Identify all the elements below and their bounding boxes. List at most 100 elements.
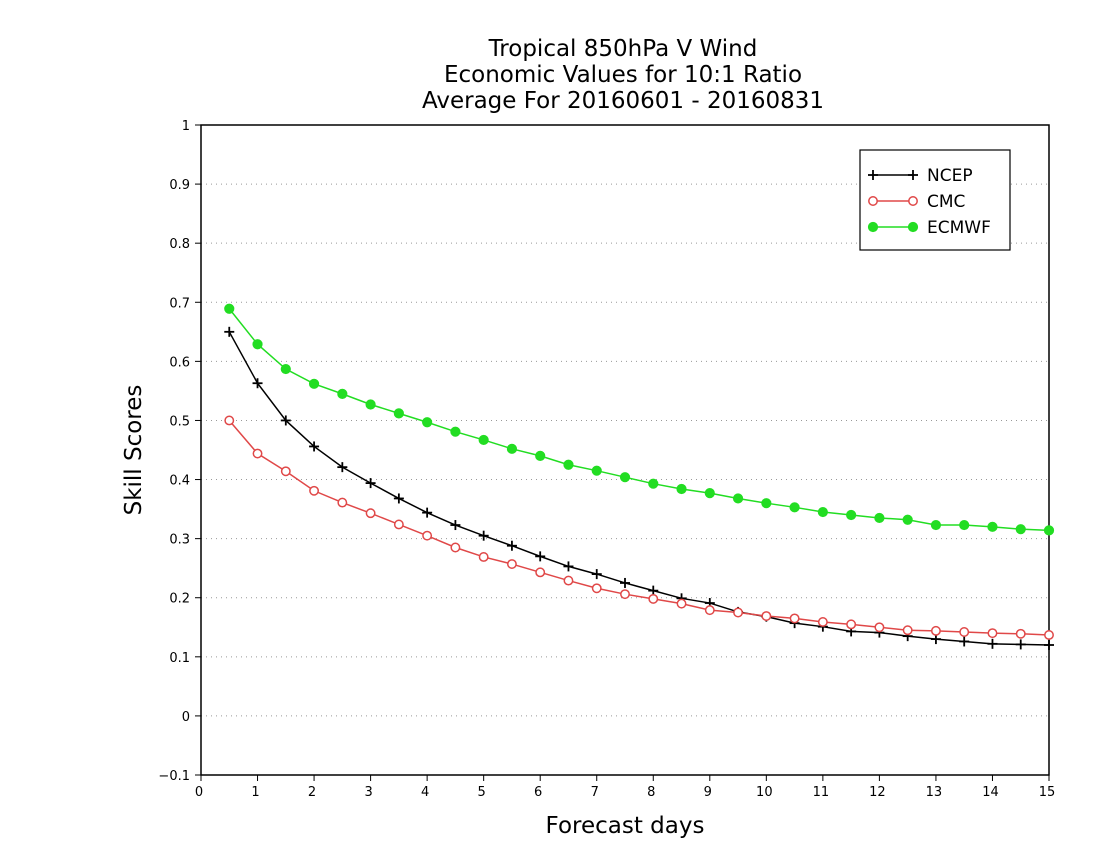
ecmwf-point (591, 465, 602, 476)
ecmwf-point (987, 521, 998, 532)
legend: NCEP CMC ECMWF (859, 149, 1011, 251)
ncep-point (987, 638, 998, 649)
legend-label-ncep: NCEP (927, 166, 973, 186)
chart-title-line-3: Average For 20160601 - 20160831 (421, 88, 825, 114)
cmc-point (959, 627, 970, 637)
ncep-point (309, 441, 320, 452)
ecmwf-point (704, 488, 715, 499)
series-ncep (224, 326, 1054, 650)
ncep-point (620, 577, 630, 588)
x-tick-label: 8 (647, 785, 655, 800)
series-ecmwf (224, 303, 1055, 536)
x-tick-label: 13 (926, 785, 943, 800)
legend-marker (907, 221, 919, 233)
ncep-point (365, 478, 376, 489)
grid-lines (201, 183, 1049, 717)
y-tick-label: 0.3 (169, 533, 190, 548)
ecmwf-point (422, 417, 433, 428)
ncep-point (591, 569, 602, 580)
cmc-point (506, 559, 517, 569)
ecmwf-point (535, 450, 546, 462)
series-layer (224, 303, 1055, 650)
y-tick-label: 0.2 (169, 592, 190, 607)
cmc-point (422, 530, 433, 541)
cmc-point (676, 598, 687, 609)
cmc-point (224, 415, 235, 426)
legend-label-cmc: CMC (927, 192, 965, 212)
y-tick-label: 0.5 (169, 414, 190, 429)
cmc-point (1044, 630, 1054, 640)
ecmwf-point (224, 303, 235, 314)
ncep-point (506, 540, 517, 551)
ecmwf-point (506, 443, 518, 454)
y-tick-label: 0.4 (169, 474, 190, 489)
x-tick-label: 7 (591, 785, 599, 800)
ecmwf-point (619, 472, 631, 483)
ncep-point (280, 415, 291, 426)
cmc-point (987, 628, 998, 639)
ecmwf-point (478, 434, 489, 446)
ecmwf-point (1043, 525, 1055, 536)
cmc-point (789, 613, 800, 624)
ecmwf-point (761, 498, 772, 509)
ncep-point (337, 462, 348, 473)
x-tick-label: 2 (308, 785, 316, 800)
legend-label-ecmwf: ECMWF (927, 218, 991, 238)
cmc-point (1015, 628, 1026, 639)
ecmwf-point (648, 478, 659, 489)
cmc-point (252, 448, 263, 459)
cmc-line (228, 419, 1050, 636)
cmc-point (280, 466, 291, 477)
cmc-point (563, 575, 574, 586)
ecmwf-point (930, 519, 942, 531)
x-tick-label: 3 (364, 785, 372, 800)
legend-marker (868, 170, 878, 180)
ecmwf-point (817, 506, 828, 518)
ecmwf-point (846, 509, 857, 521)
cmc-point (761, 611, 772, 621)
cmc-point (817, 617, 828, 627)
y-tick-label: 0.7 (169, 296, 190, 311)
x-tick-label: 1 (251, 785, 259, 800)
cmc-point (309, 485, 320, 496)
cmc-point (846, 619, 857, 630)
y-tick-label: 0.8 (169, 237, 190, 252)
chart-title-line-2: Economic Values for 10:1 Ratio (443, 62, 803, 88)
x-tick-label: 15 (1039, 785, 1056, 800)
legend-marker (868, 196, 878, 206)
y-tick-label: 0 (182, 710, 190, 725)
ncep-point (478, 530, 489, 541)
ncep-point (1044, 640, 1054, 650)
cmc-point (733, 607, 744, 618)
ecmwf-point (280, 363, 291, 375)
y-tick-label: 0.1 (169, 651, 190, 666)
ecmwf-point (337, 388, 348, 399)
legend-marker (908, 170, 918, 180)
ncep-point (959, 636, 970, 647)
cmc-point (450, 542, 461, 553)
ncep-point (1015, 639, 1026, 650)
ncep-point (422, 507, 433, 518)
legend-box (859, 149, 1011, 251)
ecmwf-point (563, 459, 574, 470)
ecmwf-line (228, 308, 1050, 532)
x-tick-label: 10 (756, 785, 773, 800)
cmc-point (704, 605, 715, 616)
chart-title-line-1: Tropical 850hPa V Wind (488, 36, 758, 62)
cmc-point (591, 583, 602, 594)
series-cmc (224, 415, 1054, 640)
y-tick-label: 1 (182, 119, 190, 134)
cmc-point (365, 508, 376, 519)
x-tick-label: 6 (534, 785, 542, 800)
ecmwf-point (789, 502, 800, 513)
ncep-point (563, 561, 574, 572)
ncep-point (252, 378, 263, 389)
ecmwf-point (365, 399, 376, 410)
cmc-point (930, 625, 941, 636)
x-tick-label: 9 (704, 785, 712, 800)
cmc-point (902, 625, 913, 636)
legend-marker (867, 221, 879, 233)
y-tick-label: −0.1 (158, 769, 190, 784)
ecmwf-point (874, 512, 885, 524)
